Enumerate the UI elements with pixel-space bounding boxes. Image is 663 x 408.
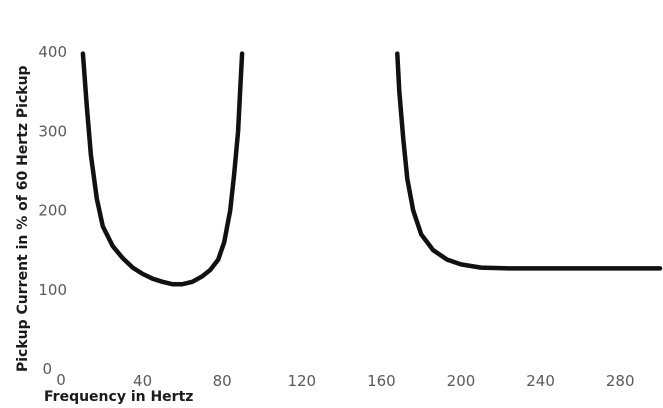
x-axis-label: Frequency in Hertz	[44, 389, 193, 405]
x-tick-label: 200	[447, 372, 476, 390]
y-tick-label: 200	[38, 202, 67, 220]
series-line-2	[395, 51, 663, 271]
x-tick-labels: 0 40 80 120 160 200 240 280	[56, 371, 634, 390]
x-tick-label: 160	[367, 372, 396, 390]
series-line-1	[80, 51, 245, 287]
x-tick-label: 40	[133, 372, 152, 390]
x-tick-label: 120	[287, 372, 316, 390]
plot-area	[80, 51, 663, 287]
y-axis-label: Pickup Current in % of 60 Hertz Pickup	[15, 65, 31, 372]
y-tick-label: 400	[38, 43, 67, 61]
x-tick-label: 240	[526, 372, 555, 390]
x-tick-label: 80	[213, 372, 232, 390]
y-tick-label: 0	[42, 360, 52, 378]
x-tick-label: 280	[606, 372, 635, 390]
y-tick-label: 300	[38, 122, 67, 140]
x-tick-label: 0	[56, 371, 66, 389]
y-tick-label: 100	[38, 281, 67, 299]
y-tick-labels: 0 100 200 300 400	[38, 43, 67, 378]
